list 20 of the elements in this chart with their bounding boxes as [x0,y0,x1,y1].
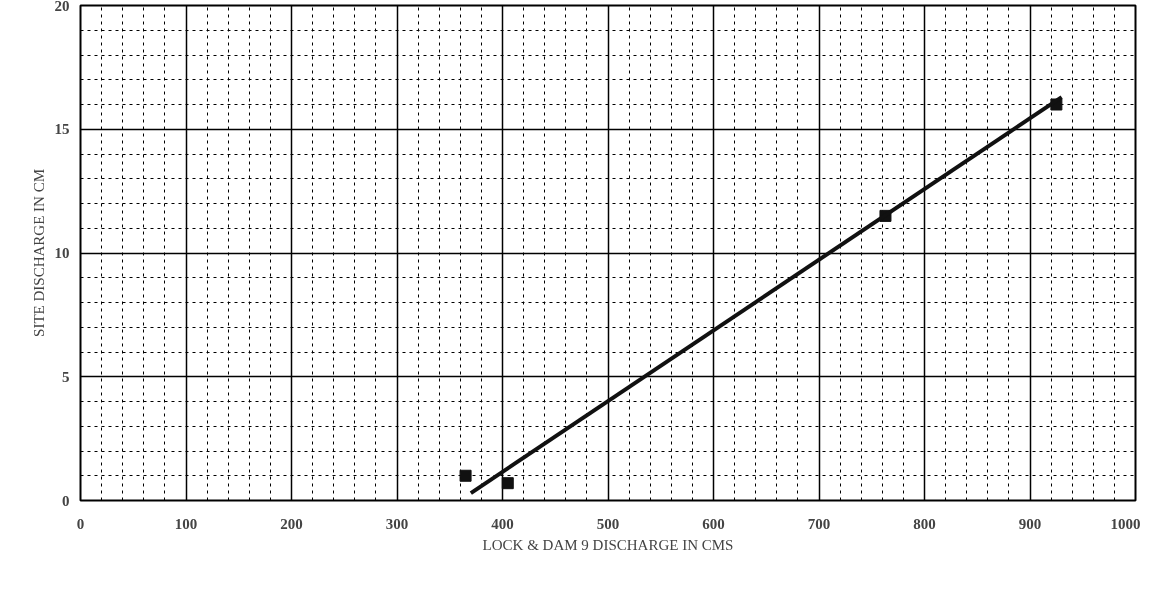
x-tick-label: 600 [702,515,725,532]
x-tick-label: 700 [807,515,831,532]
x-tick-label: 500 [596,515,620,532]
point [459,469,472,482]
x-tick-label: 1000 [1110,515,1141,532]
x-tick-label: 200 [280,515,303,532]
y-tick-label: 15 [54,121,70,138]
x-tick-label: 100 [174,515,198,532]
y-tick-label: 10 [54,245,70,261]
x-tick-label: 300 [385,515,409,532]
y-tick-label: 5 [62,368,70,385]
y-tick-label: 20 [54,0,70,14]
y-tick-label: 0 [62,492,70,509]
y-axis-title: SITE DISCHARGE IN CM [30,169,47,337]
x-tick-label: 900 [1018,515,1042,532]
point [501,477,514,490]
x-tick-label: 0 [76,515,85,532]
x-axis-title: LOCK & DAM 9 DISCHARGE IN CMS [482,536,734,553]
x-tick-label: 400 [491,515,514,532]
x-tick-label: 800 [913,515,936,532]
